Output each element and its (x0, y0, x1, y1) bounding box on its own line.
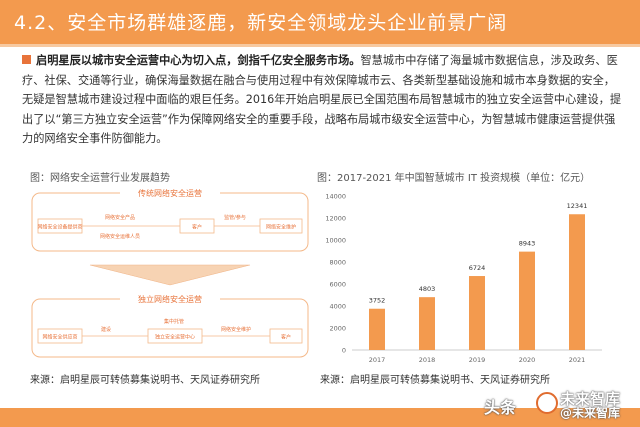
traditional-section-label: 传统网络安全运营 (138, 188, 202, 198)
bottom-center-top-label: 集中托管 (164, 318, 184, 325)
page-title: 4.2、安全市场群雄逐鹿，新安全领域龙头企业前景广阔 (14, 12, 508, 34)
independent-section-label: 独立网络安全运营 (138, 294, 202, 304)
bar-value-label: 8943 (519, 240, 536, 248)
figure-left-source: 来源：启明星辰可转债募集说明书、天风证券研究所 (30, 375, 260, 386)
figure-right-source: 来源：启明星辰可转债募集说明书、天风证券研究所 (320, 375, 550, 386)
y-tick-label: 2000 (329, 325, 346, 333)
top-mid-label-2: 网络安全运维人员 (100, 233, 140, 240)
top-box-left-label: 网络安全设备提供商 (37, 224, 82, 231)
bottom-bar (0, 408, 640, 427)
y-tick-label: 6000 (329, 281, 346, 289)
bottom-center-right-label: 网络安全维护 (221, 326, 251, 333)
x-tick-label: 2021 (569, 356, 586, 364)
independent-section-frame (31, 298, 309, 358)
x-tick-label: 2019 (469, 356, 486, 364)
bar (469, 276, 485, 350)
bar-value-label-bg (465, 263, 489, 273)
it-investment-bar-chart: 0 2000 4000 6000 8000 10000 12000 14000 3752 201… (325, 193, 602, 364)
title-bar: 4.2、安全市场群雄逐鹿，新安全领域龙头企业前景广阔 (0, 0, 640, 44)
y-tick-label: 12000 (325, 215, 346, 223)
top-right-label: 监管/参与 (224, 214, 246, 221)
top-box-mid-label: 客户 (192, 224, 202, 231)
bottom-build-label: 建设 (101, 326, 111, 333)
figure-right-caption: 图：2017-2021 年中国智慧城市 IT 投资规模（单位：亿元） (317, 173, 591, 184)
x-tick-label: 2018 (419, 356, 436, 364)
watermark-text-3: @未来智库 (560, 406, 621, 420)
x-tick-label: 2020 (519, 356, 536, 364)
intro-paragraph: 启明星辰以城市安全运营中心为切入点，剑指千亿安全服务市场。智慧城市中存储了海量城… (22, 51, 622, 149)
chart-bars: 3752 2017 4803 2018 6724 2019 8943 2020 12341 202… (365, 201, 589, 364)
x-tick-label: 2017 (369, 356, 386, 364)
bottom-box-right-label: 客户 (281, 334, 291, 341)
top-mid-label-1: 网络安全产品 (105, 214, 135, 221)
y-tick-label: 14000 (325, 193, 346, 201)
watermark-logo-icon (536, 392, 558, 414)
bar-value-label-bg (415, 284, 439, 294)
watermark-text-1: 头条 (484, 398, 517, 417)
y-tick-label: 0 (342, 347, 346, 355)
bar (419, 297, 435, 350)
top-box-right-label: 网络安全维护 (266, 224, 296, 231)
title-accent-strip (0, 44, 640, 47)
y-tick-label: 4000 (329, 303, 346, 311)
bar-value-label: 12341 (567, 202, 588, 210)
bar-value-label-bg (365, 295, 389, 305)
bar (369, 308, 385, 350)
bottom-box-left-label: 网络安全供应商 (42, 334, 77, 341)
transition-arrow (89, 264, 251, 286)
bar (519, 251, 535, 350)
bar-value-label-bg (565, 201, 589, 211)
figure-left-caption: 图：网络安全运营行业发展趋势 (30, 173, 170, 184)
bottom-box-right (269, 328, 303, 344)
top-box-right (259, 218, 303, 234)
intro-body: 智慧城市中存储了海量城市数据信息，涉及政务、医疗、社保、交通等行业，确保海量数据… (22, 54, 622, 146)
bar-value-label: 3752 (369, 297, 386, 305)
bar-value-label: 4803 (419, 285, 436, 293)
watermark-text-2: 未来智库 (560, 390, 621, 408)
bar-value-label: 6724 (469, 264, 486, 272)
chart-y-axis: 0 2000 4000 6000 8000 10000 12000 14000 (325, 193, 346, 355)
intro-bold-lead: 启明星辰以城市安全运营中心为切入点，剑指千亿安全服务市场。 (36, 54, 361, 67)
security-operation-diagram: 传统网络安全运营 网络安全设备提供商 网络安全产品 网络安全运维人员 客户 监管… (31, 186, 309, 358)
bullet-icon (22, 55, 31, 64)
bottom-box-center-label: 独立安全运营中心 (155, 334, 195, 341)
y-tick-label: 8000 (329, 259, 346, 267)
bar-value-label-bg (515, 238, 539, 248)
y-tick-label: 10000 (325, 237, 346, 245)
bar (569, 214, 585, 350)
